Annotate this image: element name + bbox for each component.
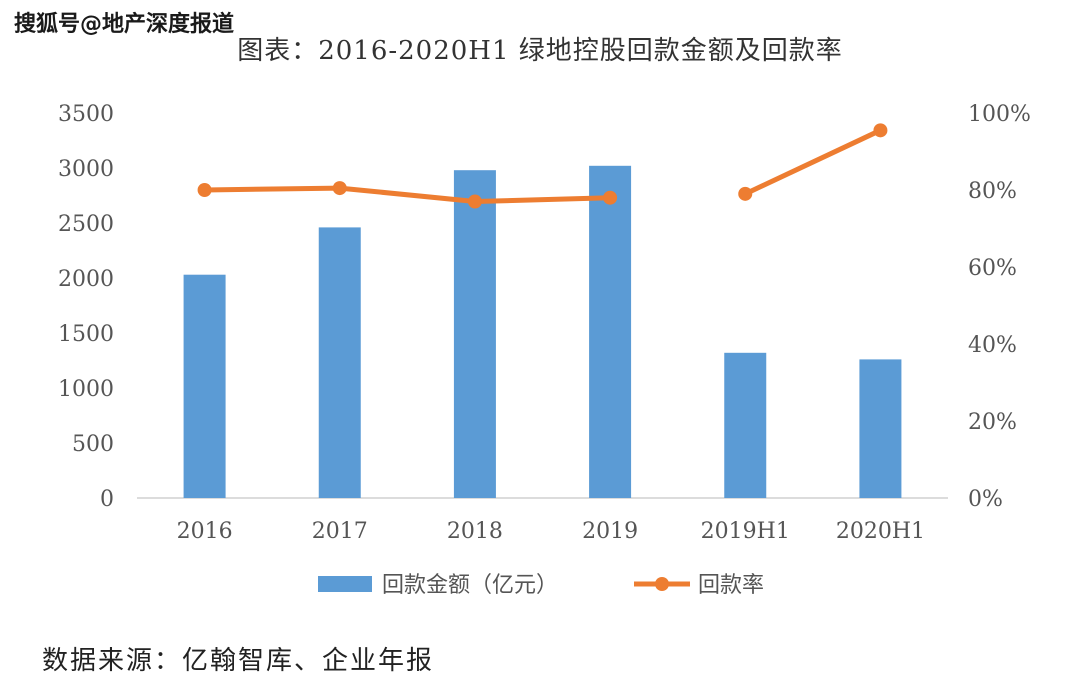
rate-line-segment <box>204 185 611 205</box>
watermark: 搜狐号@地产深度报道 <box>14 12 235 37</box>
bar <box>318 227 361 498</box>
rate-point <box>197 183 212 197</box>
legend: 回款金额（亿元） 回款率 <box>318 573 764 598</box>
rate-point <box>738 186 753 201</box>
legend-bar-swatch <box>318 576 372 592</box>
y-left-tick-label: 0 <box>100 487 114 512</box>
y-left-tick-label: 500 <box>72 432 114 457</box>
rate-point <box>603 190 618 205</box>
rate-point <box>467 194 482 209</box>
y-left-tick-label: 1500 <box>58 322 114 347</box>
bars <box>183 165 902 499</box>
rate-point <box>873 123 888 138</box>
legend-line-marker <box>655 577 669 591</box>
bar <box>183 274 226 498</box>
y-left-tick-label: 2000 <box>58 267 114 292</box>
y-right-tick-label: 0% <box>968 487 1003 512</box>
legend-line-label: 回款率 <box>698 573 764 598</box>
x-tick-label: 2017 <box>312 519 368 544</box>
rate-line <box>197 123 888 209</box>
x-tick-label: 2020H1 <box>836 519 925 544</box>
y-right-tick-label: 80% <box>968 179 1017 204</box>
bar <box>453 170 496 498</box>
source-note: 数据来源：亿翰智库、企业年报 <box>42 646 435 676</box>
y-right-tick-label: 60% <box>968 256 1017 281</box>
y-right-tick-label: 100% <box>968 102 1031 127</box>
bar <box>859 359 902 498</box>
x-tick-label: 2019 <box>582 519 638 544</box>
bar <box>589 165 632 499</box>
y-left-tick-label: 1000 <box>58 377 114 402</box>
y-right-tick-label: 40% <box>968 333 1017 358</box>
y-left-tick-label: 3000 <box>58 157 114 182</box>
x-tick-label: 2016 <box>177 519 233 544</box>
y-right-tick-label: 20% <box>968 410 1017 435</box>
rate-line-segment <box>744 128 882 197</box>
legend-bar-label: 回款金额（亿元） <box>382 573 558 598</box>
chart-title: 图表：2016-2020H1 绿地控股回款金额及回款率 <box>237 36 843 66</box>
x-tick-label: 2018 <box>447 519 503 544</box>
bar <box>724 352 767 498</box>
y-left-tick-label: 2500 <box>58 212 114 237</box>
axes: 0 500 1000 1500 2000 2500 3000 3500 0% 20% 40% 60% 8… <box>58 102 1031 544</box>
x-tick-label: 2019H1 <box>701 519 790 544</box>
rate-point <box>332 181 347 196</box>
y-left-tick-label: 3500 <box>58 102 114 127</box>
